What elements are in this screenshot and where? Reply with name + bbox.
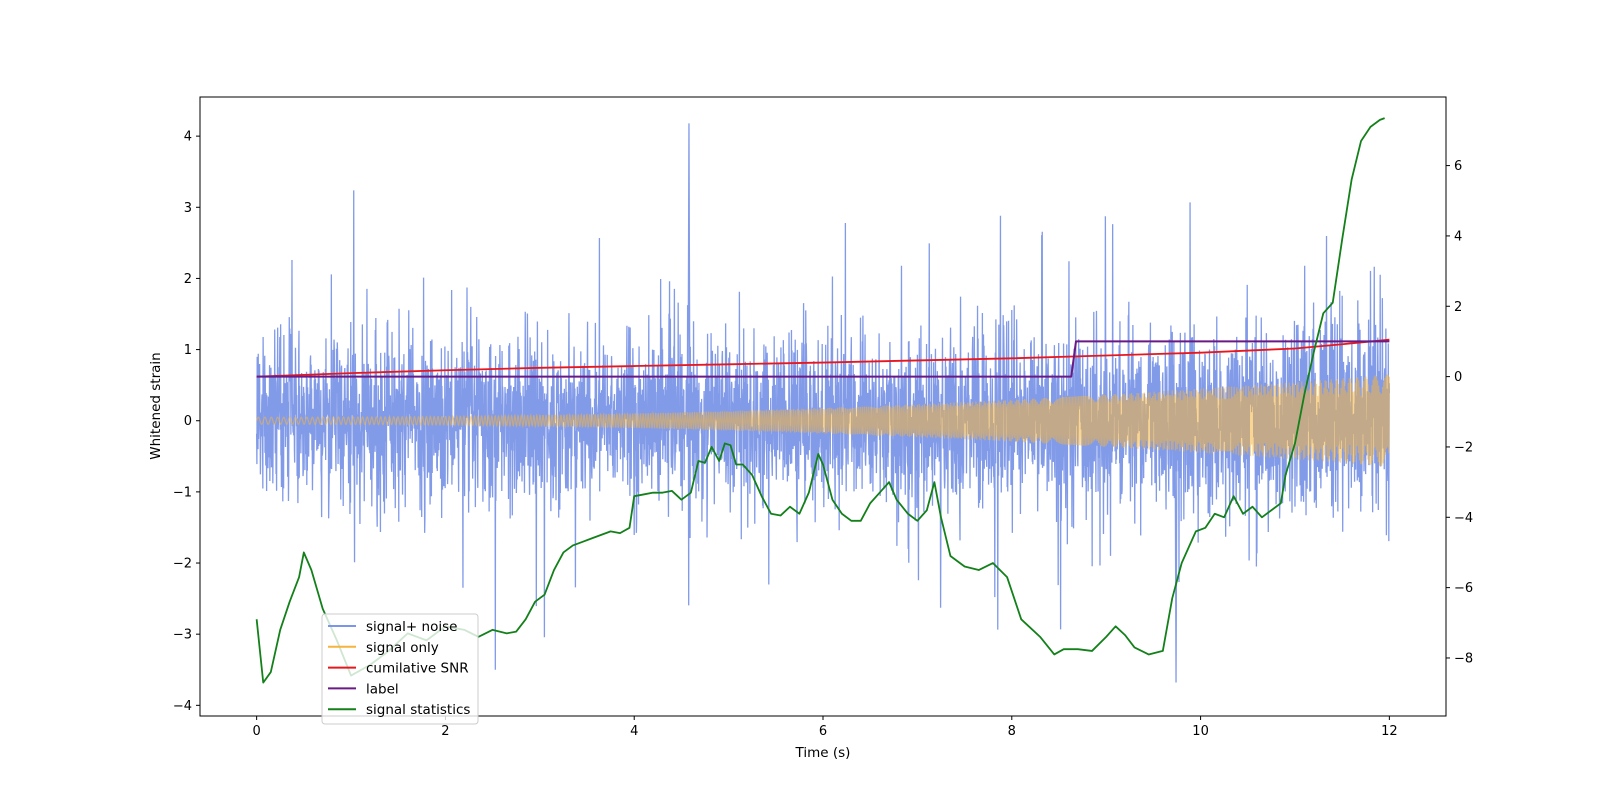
y2-tick-label: 6 <box>1454 159 1462 174</box>
legend-entry-label: cumilative SNR <box>366 661 469 677</box>
y-tick-label: 0 <box>184 414 192 429</box>
y-tick-label: 3 <box>184 201 192 216</box>
x-tick-label: 10 <box>1192 724 1209 739</box>
y2-tick-label: −2 <box>1454 440 1473 455</box>
legend-entry-label: label <box>366 681 399 697</box>
x-axis-label: Time (s) <box>795 745 851 761</box>
y2-tick-label: 0 <box>1454 370 1462 385</box>
y-axis-right: −8 −6 −4 −2 0 2 4 6 <box>1446 159 1473 666</box>
y-tick-label: −3 <box>173 628 192 643</box>
series-label-line <box>256 340 1390 378</box>
x-tick-label: 0 <box>252 724 260 739</box>
y-tick-label: 1 <box>184 343 192 358</box>
series-cumilative-snr-line <box>256 338 1390 378</box>
y-tick-label: 2 <box>184 272 192 287</box>
y-tick-label: −2 <box>173 557 192 572</box>
series-signal-statistics-line <box>255 117 1385 684</box>
plot-series-layer <box>255 117 1391 684</box>
legend-box <box>321 613 479 725</box>
y2-tick-label: 2 <box>1454 300 1462 315</box>
y2-tick-label: −8 <box>1454 651 1473 666</box>
y-axis-left: −4 −3 −2 −1 0 1 2 3 4 <box>173 130 200 714</box>
x-tick-label: 4 <box>630 724 638 739</box>
y-tick-label: 4 <box>184 130 192 145</box>
series-signal-only-line <box>256 374 1390 467</box>
legend: signal+ noise signal only cumilative SNR la… <box>321 613 479 725</box>
y-tick-label: −1 <box>173 485 192 500</box>
y2-tick-label: −6 <box>1454 581 1473 596</box>
y2-tick-label: −4 <box>1454 511 1473 526</box>
x-tick-label: 2 <box>441 724 449 739</box>
y-axis-label: Whitened strain <box>148 352 164 459</box>
y-tick-label: −4 <box>173 699 192 714</box>
x-tick-label: 8 <box>1008 724 1016 739</box>
y2-tick-label: 4 <box>1454 229 1462 244</box>
legend-entry-label: signal only <box>366 640 439 656</box>
x-axis: 0 2 4 6 8 10 12 <box>252 716 1398 739</box>
x-tick-label: 12 <box>1381 724 1398 739</box>
legend-entry-label: signal statistics <box>366 702 470 718</box>
x-tick-label: 6 <box>819 724 827 739</box>
legend-entry-label: signal+ noise <box>366 619 457 635</box>
